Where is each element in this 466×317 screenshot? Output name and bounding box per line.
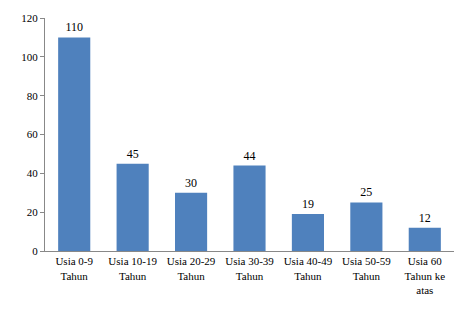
svg-text:100: 100: [21, 51, 38, 63]
svg-text:20: 20: [27, 206, 39, 218]
svg-text:25: 25: [360, 185, 372, 199]
svg-text:30: 30: [185, 176, 197, 190]
svg-text:12: 12: [419, 211, 431, 225]
svg-text:Usia 10-19Tahun: Usia 10-19Tahun: [108, 255, 157, 281]
svg-text:45: 45: [127, 147, 139, 161]
svg-text:60: 60: [27, 128, 39, 140]
svg-text:Usia 30-39Tahun: Usia 30-39Tahun: [225, 255, 274, 281]
svg-text:0: 0: [32, 245, 38, 257]
svg-text:Usia 40-49Tahun: Usia 40-49Tahun: [284, 255, 333, 281]
svg-text:80: 80: [27, 90, 39, 102]
svg-text:40: 40: [27, 167, 39, 179]
svg-text:44: 44: [244, 149, 256, 163]
svg-text:19: 19: [302, 197, 314, 211]
svg-text:120: 120: [21, 12, 38, 24]
svg-text:110: 110: [65, 20, 83, 34]
svg-text:Usia 20-29Tahun: Usia 20-29Tahun: [167, 255, 216, 281]
svg-text:Usia 60Tahun keatas: Usia 60Tahun keatas: [405, 255, 446, 296]
svg-text:Usia 0-9Tahun: Usia 0-9Tahun: [55, 255, 93, 281]
svg-text:Usia 50-59Tahun: Usia 50-59Tahun: [342, 255, 391, 281]
